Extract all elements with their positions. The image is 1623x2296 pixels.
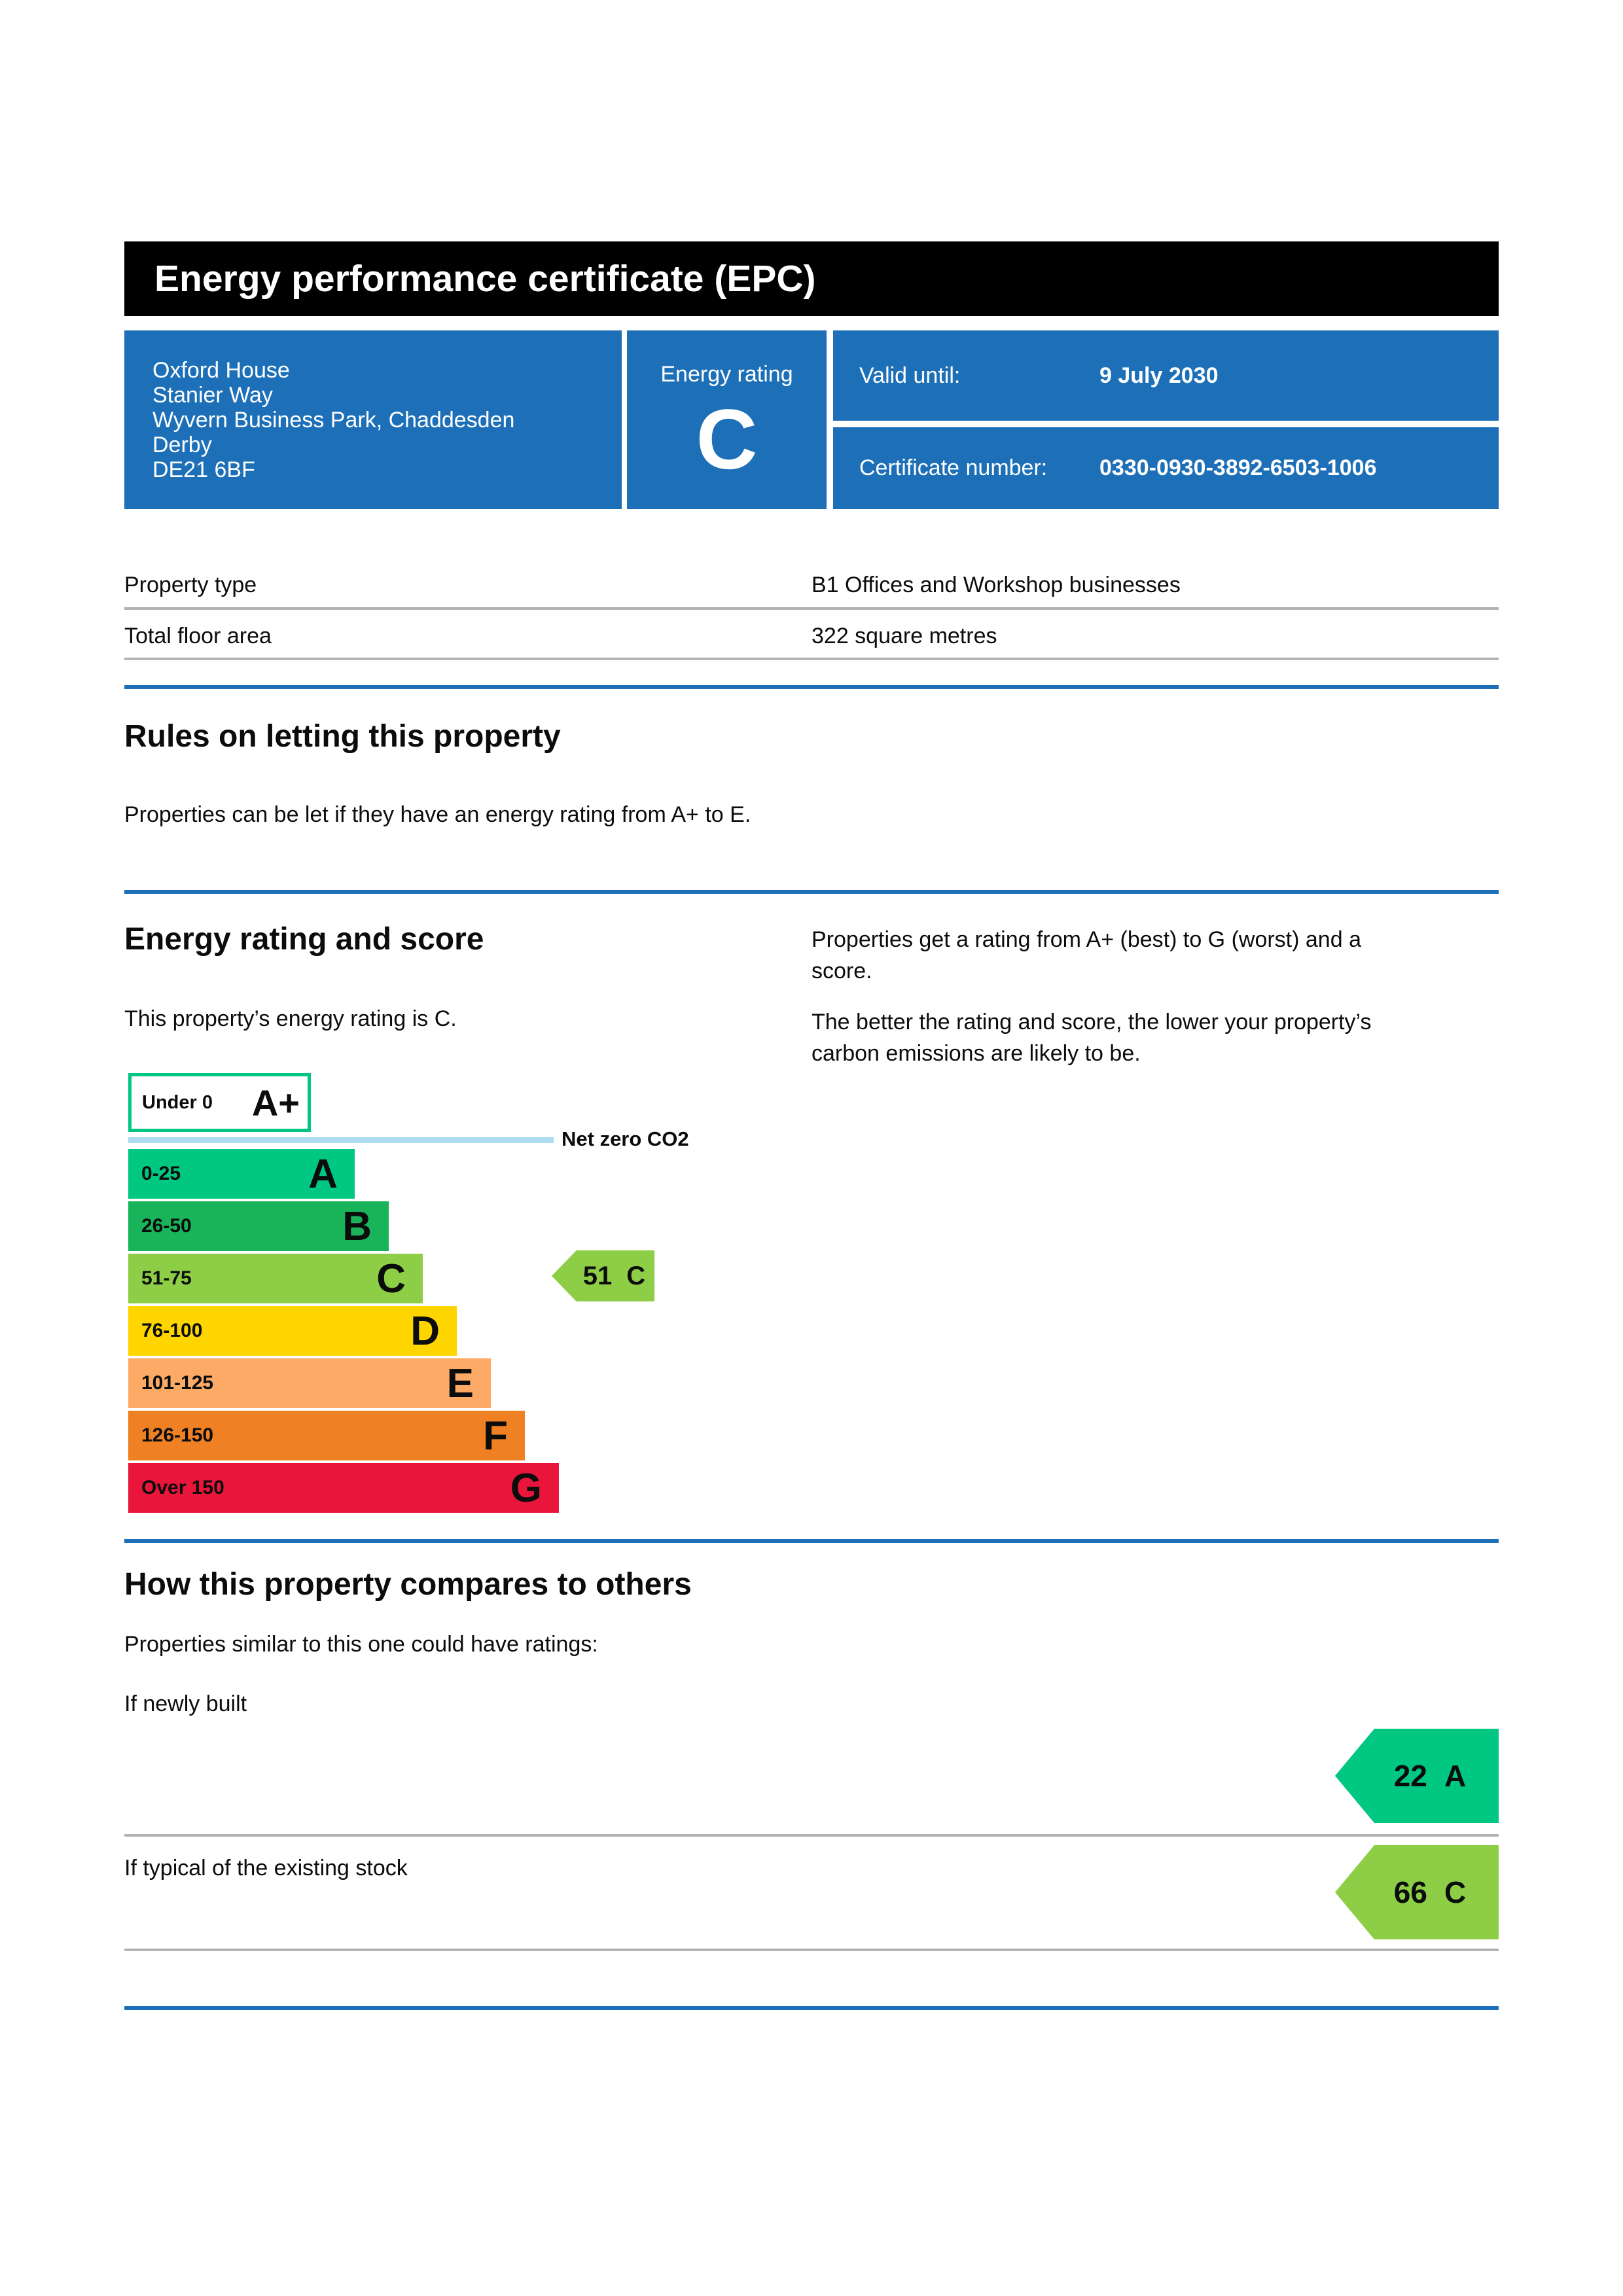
rating-intro: This property’s energy rating is C. bbox=[124, 1006, 457, 1031]
band-letter: G bbox=[510, 1465, 542, 1511]
band-letter: D bbox=[410, 1308, 440, 1354]
energy-rating-letter: C bbox=[696, 391, 758, 487]
property-address-panel: Oxford House Stanier Way Wyvern Business P… bbox=[124, 330, 622, 509]
scale-band-e: 101-125 E bbox=[128, 1358, 491, 1408]
compare-rating-badge-icon: 22 A bbox=[1335, 1729, 1499, 1823]
net-zero-line bbox=[128, 1137, 554, 1143]
row-divider bbox=[124, 1834, 1499, 1837]
valid-until-label: Valid until: bbox=[859, 362, 961, 388]
valid-until-panel: Valid until: 9 July 2030 bbox=[833, 330, 1499, 421]
detail-label: Total floor area bbox=[124, 624, 272, 648]
certificate-number-label: Certificate number: bbox=[859, 455, 1048, 480]
band-letter: A bbox=[308, 1151, 338, 1197]
compare-band: A bbox=[1444, 1759, 1467, 1793]
section-divider bbox=[124, 890, 1499, 894]
scale-band-d: 76-100 D bbox=[128, 1306, 457, 1356]
compare-heading: How this property compares to others bbox=[124, 1567, 692, 1602]
compare-row-label: If typical of the existing stock bbox=[124, 1856, 408, 1881]
detail-label: Property type bbox=[124, 573, 257, 597]
scale-band-c: 51-75 C bbox=[128, 1254, 423, 1303]
current-band: C bbox=[626, 1261, 646, 1290]
row-divider bbox=[124, 658, 1499, 660]
current-rating-arrow-icon: 51 C bbox=[552, 1250, 654, 1301]
band-letter: E bbox=[446, 1360, 474, 1406]
row-divider bbox=[124, 607, 1499, 610]
detail-value: B1 Offices and Workshop businesses bbox=[812, 573, 1181, 597]
certificate-number-panel: Certificate number: 0330-0930-3892-6503-… bbox=[833, 427, 1499, 509]
energy-rating-label: Energy rating bbox=[660, 362, 793, 387]
scale-band-g: Over 150 G bbox=[128, 1463, 559, 1513]
compare-row-label: If newly built bbox=[124, 1691, 247, 1716]
compare-band: C bbox=[1444, 1875, 1467, 1909]
rules-heading: Rules on letting this property bbox=[124, 719, 561, 754]
rating-explainer-2: The better the rating and score, the low… bbox=[812, 1010, 1372, 1066]
band-range-label: 76-100 bbox=[141, 1320, 203, 1341]
band-range-label: 51-75 bbox=[141, 1267, 192, 1289]
address-line: Stanier Way bbox=[152, 382, 273, 408]
compare-score: 66 bbox=[1393, 1875, 1427, 1909]
rules-body: Properties can be let if they have an en… bbox=[124, 802, 751, 827]
section-divider bbox=[124, 1539, 1499, 1543]
detail-value: 322 square metres bbox=[812, 624, 997, 648]
certificate-number-value: 0330-0930-3892-6503-1006 bbox=[1099, 455, 1377, 480]
band-letter: B bbox=[342, 1203, 372, 1249]
band-range-label: 0-25 bbox=[141, 1163, 181, 1184]
compare-score: 22 bbox=[1393, 1759, 1427, 1793]
address-line: DE21 6BF bbox=[152, 457, 255, 482]
address-line: Oxford House bbox=[152, 357, 290, 383]
net-zero-label: Net zero CO2 bbox=[562, 1127, 689, 1150]
scale-band-a-plus: Under 0 A+ bbox=[128, 1073, 311, 1132]
scale-band-b: 26-50 B bbox=[128, 1201, 389, 1251]
band-range-label: Under 0 bbox=[142, 1091, 213, 1113]
valid-until-value: 9 July 2030 bbox=[1099, 362, 1219, 388]
band-range-label: 26-50 bbox=[141, 1215, 192, 1237]
band-letter: F bbox=[483, 1413, 508, 1458]
row-divider bbox=[124, 1949, 1499, 1951]
band-letter: A+ bbox=[251, 1082, 300, 1123]
current-score: 51 bbox=[582, 1261, 613, 1290]
band-range-label: 101-125 bbox=[141, 1372, 214, 1394]
rating-explainer-1: Properties get a rating from A+ (best) t… bbox=[812, 927, 1361, 983]
scale-band-f: 126-150 F bbox=[128, 1411, 525, 1460]
compare-intro: Properties similar to this one could hav… bbox=[124, 1632, 598, 1657]
page-title: Energy performance certificate (EPC) bbox=[154, 258, 816, 300]
certificate-header: Energy performance certificate (EPC) bbox=[124, 241, 1499, 316]
section-divider bbox=[124, 2006, 1499, 2010]
band-range-label: Over 150 bbox=[141, 1477, 224, 1498]
scale-band-a: 0-25 A bbox=[128, 1149, 355, 1199]
compare-rating-badge-icon: 66 C bbox=[1335, 1845, 1499, 1939]
rating-section-heading: Energy rating and score bbox=[124, 922, 484, 957]
address-line: Derby bbox=[152, 432, 212, 457]
section-divider bbox=[124, 685, 1499, 689]
band-letter: C bbox=[376, 1256, 406, 1301]
energy-rating-panel: Energy rating C bbox=[627, 330, 827, 509]
address-line: Wyvern Business Park, Chaddesden bbox=[152, 407, 515, 433]
band-range-label: 126-150 bbox=[141, 1424, 214, 1446]
